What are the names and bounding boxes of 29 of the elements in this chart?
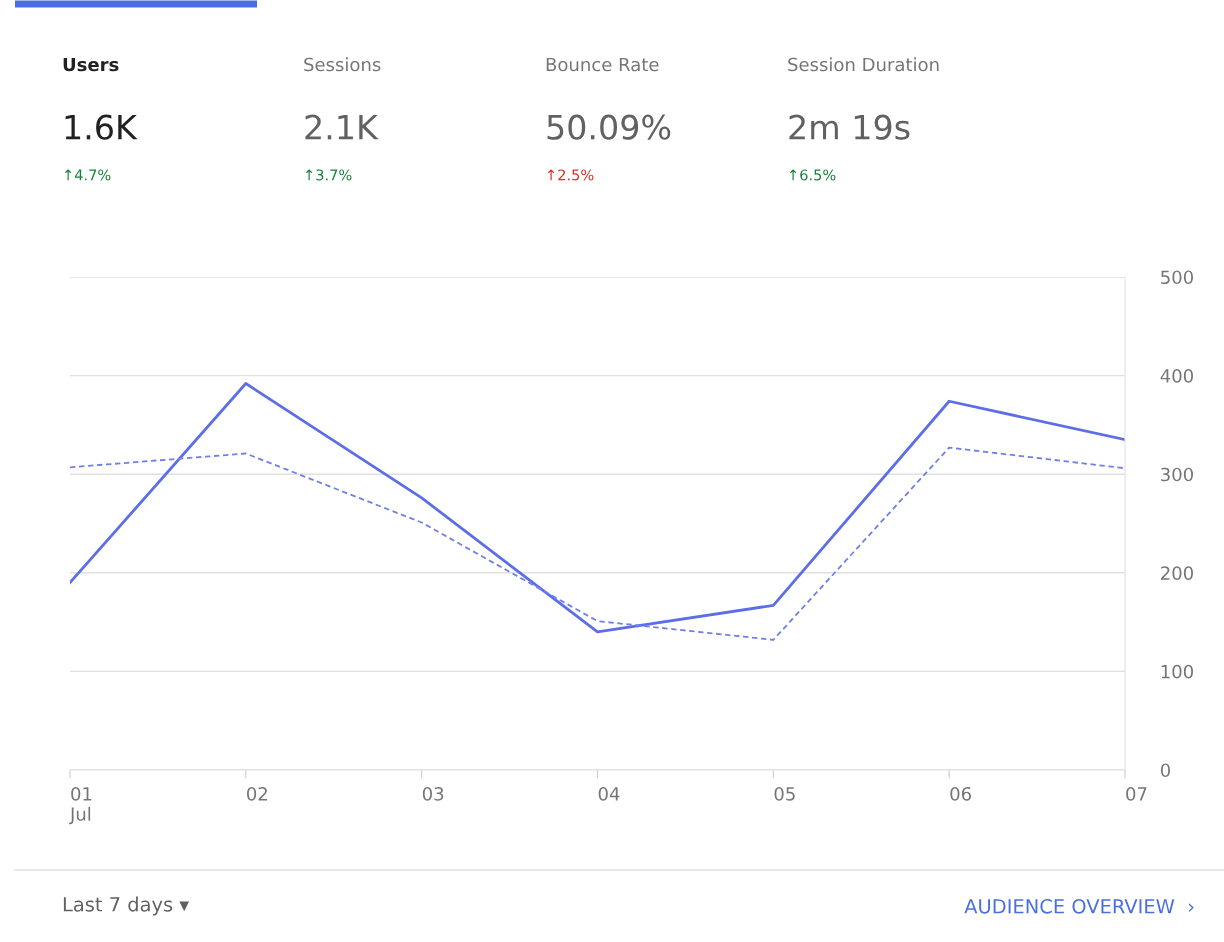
text: ↑2.5%	[547, 169, 594, 181]
y-tick-label: 300	[1161, 467, 1193, 482]
text: 2m 19s	[789, 114, 910, 140]
x-tick-label: 06	[950, 786, 972, 801]
text: Last 7 days ▾	[63, 896, 190, 916]
line-series	[70, 446, 1125, 641]
text: AUDIENCE OVERVIEW ›	[964, 898, 1194, 914]
text: Users	[63, 57, 119, 72]
x-tick-label: 05	[774, 786, 795, 801]
text: Bounce Rate	[546, 57, 659, 72]
text: Session Duration	[788, 57, 939, 72]
text: ↑3.7%	[305, 169, 352, 181]
text: Sessions	[304, 57, 381, 72]
text: 50.09%	[547, 114, 671, 140]
line-series	[70, 382, 1125, 634]
x-tick-label: 02	[247, 786, 267, 801]
y-tick-label: 0	[1160, 763, 1171, 778]
y-tick-label: 200	[1161, 566, 1193, 580]
x-tick-label: 07	[1126, 786, 1147, 801]
y-tick-label: 100	[1161, 664, 1193, 679]
x-tick-label: 01 Jul	[69, 786, 92, 825]
text: 2.1K	[305, 114, 379, 140]
text: 1.6K	[65, 114, 138, 140]
x-tick-label: 04	[598, 786, 620, 801]
text: ↑4.7%	[64, 169, 111, 181]
y-tick-label: 500	[1161, 270, 1193, 285]
y-tick-label: 400	[1160, 369, 1193, 383]
x-tick-label: 03	[422, 786, 444, 801]
text: ↑6.5%	[789, 169, 836, 181]
